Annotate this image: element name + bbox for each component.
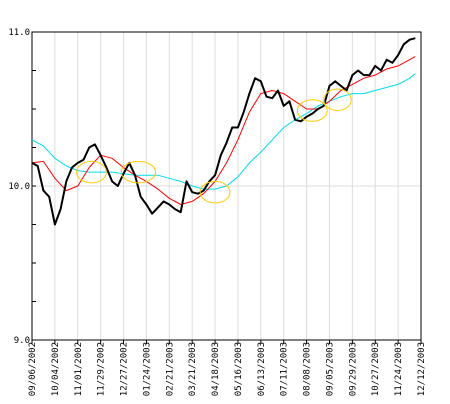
x-tick-label: 09/05/2003 [325, 342, 335, 396]
highlight-ellipse [76, 160, 107, 184]
x-tick-label: 11/24/2003 [394, 342, 404, 396]
x-tick-label: 05/16/2003 [234, 342, 244, 396]
x-tick-label: 09/06/2002 [28, 342, 38, 396]
x-tick-label: 12/12/2003 [417, 342, 427, 396]
highlight-ellipse [199, 180, 231, 204]
highlight-ellipse [296, 99, 328, 122]
highlight-ellipse [323, 88, 352, 112]
x-tick-label: 06/13/2003 [257, 342, 267, 396]
x-tick-label: 09/29/2003 [348, 342, 358, 396]
x-tick-label: 12/27/2002 [120, 342, 130, 396]
x-tick-label: 10/27/2003 [371, 342, 381, 396]
x-tick-label: 08/08/2003 [303, 342, 313, 396]
y-tick-label: 9.0 [14, 336, 30, 346]
x-tick-label: 04/18/2003 [211, 342, 221, 396]
series-line [31, 37, 416, 226]
x-tick-label: 11/29/2002 [97, 342, 107, 396]
highlight-ellipse [120, 160, 157, 184]
series-line [31, 56, 416, 205]
x-tick-label: 11/01/2002 [74, 342, 84, 396]
x-tick-label: 02/21/2003 [165, 342, 175, 396]
y-tick-label: 11.0 [8, 28, 30, 38]
x-tick-label: 07/11/2003 [280, 342, 290, 396]
series-line [31, 73, 416, 190]
y-tick-label: 10.0 [8, 182, 30, 192]
x-tick-label: 10/04/2002 [51, 342, 61, 396]
x-tick-label: 01/24/2003 [142, 342, 152, 396]
x-tick-label: 03/21/2003 [188, 342, 198, 396]
